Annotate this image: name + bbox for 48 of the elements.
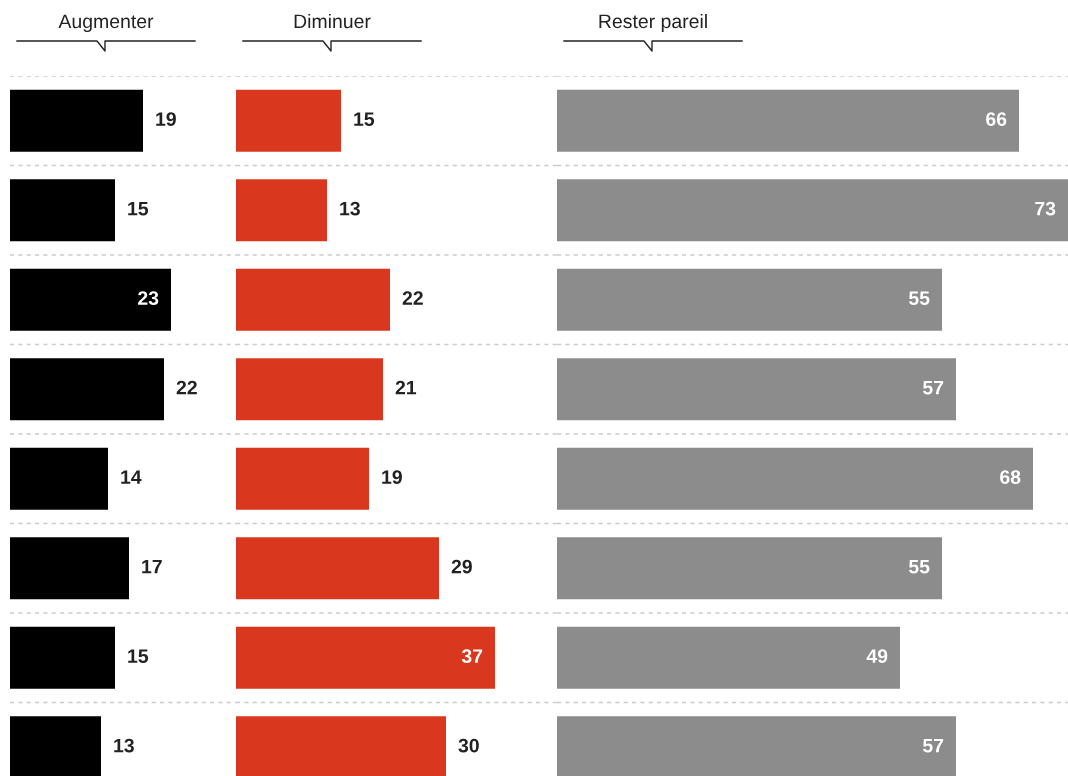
- data-label: 30: [458, 738, 479, 753]
- bar: [236, 179, 327, 242]
- bar: [236, 358, 383, 421]
- data-label: 19: [156, 112, 176, 126]
- data-label: 17: [142, 559, 162, 574]
- data-label: 15: [128, 201, 149, 216]
- bar: [557, 268, 942, 331]
- data-label: 29: [451, 559, 472, 574]
- data-label: 55: [908, 559, 930, 574]
- bar: [557, 447, 1033, 510]
- bar: [236, 447, 369, 510]
- data-label: 19: [382, 470, 402, 484]
- bar: [10, 358, 164, 421]
- bar: [557, 89, 1019, 152]
- bar: [557, 626, 900, 689]
- bar: [236, 268, 390, 331]
- bar: [10, 268, 171, 331]
- chart-title: Diminuer: [294, 13, 371, 29]
- data-label: 13: [340, 201, 360, 216]
- data-label: 57: [922, 380, 944, 395]
- bar: [10, 89, 143, 152]
- bar: [10, 626, 115, 689]
- data-label: 22: [402, 291, 423, 305]
- bar: [10, 537, 129, 600]
- bar: [236, 89, 341, 152]
- data-label: 23: [138, 291, 159, 305]
- bar: [557, 358, 956, 421]
- data-label: 13: [114, 738, 134, 753]
- data-label: 49: [866, 649, 888, 663]
- data-label: 15: [354, 112, 375, 126]
- bar: [10, 447, 108, 510]
- bar: [557, 537, 942, 600]
- data-label: 55: [908, 291, 930, 305]
- data-label: 37: [461, 649, 483, 663]
- data-label: 22: [176, 380, 197, 395]
- chart-title: Rester pareil: [599, 13, 707, 33]
- data-label: 68: [1000, 470, 1021, 484]
- data-label: 66: [986, 112, 1007, 126]
- data-label: 14: [121, 470, 142, 484]
- data-label: 73: [1035, 201, 1056, 216]
- data-label: 21: [395, 380, 417, 395]
- chart-title: Augmenter: [58, 14, 154, 33]
- bar: [557, 179, 1068, 242]
- data-label: 57: [922, 738, 944, 753]
- bar: [10, 179, 115, 242]
- data-label: 15: [128, 649, 149, 663]
- bar: [236, 626, 495, 689]
- bar: [236, 537, 439, 600]
